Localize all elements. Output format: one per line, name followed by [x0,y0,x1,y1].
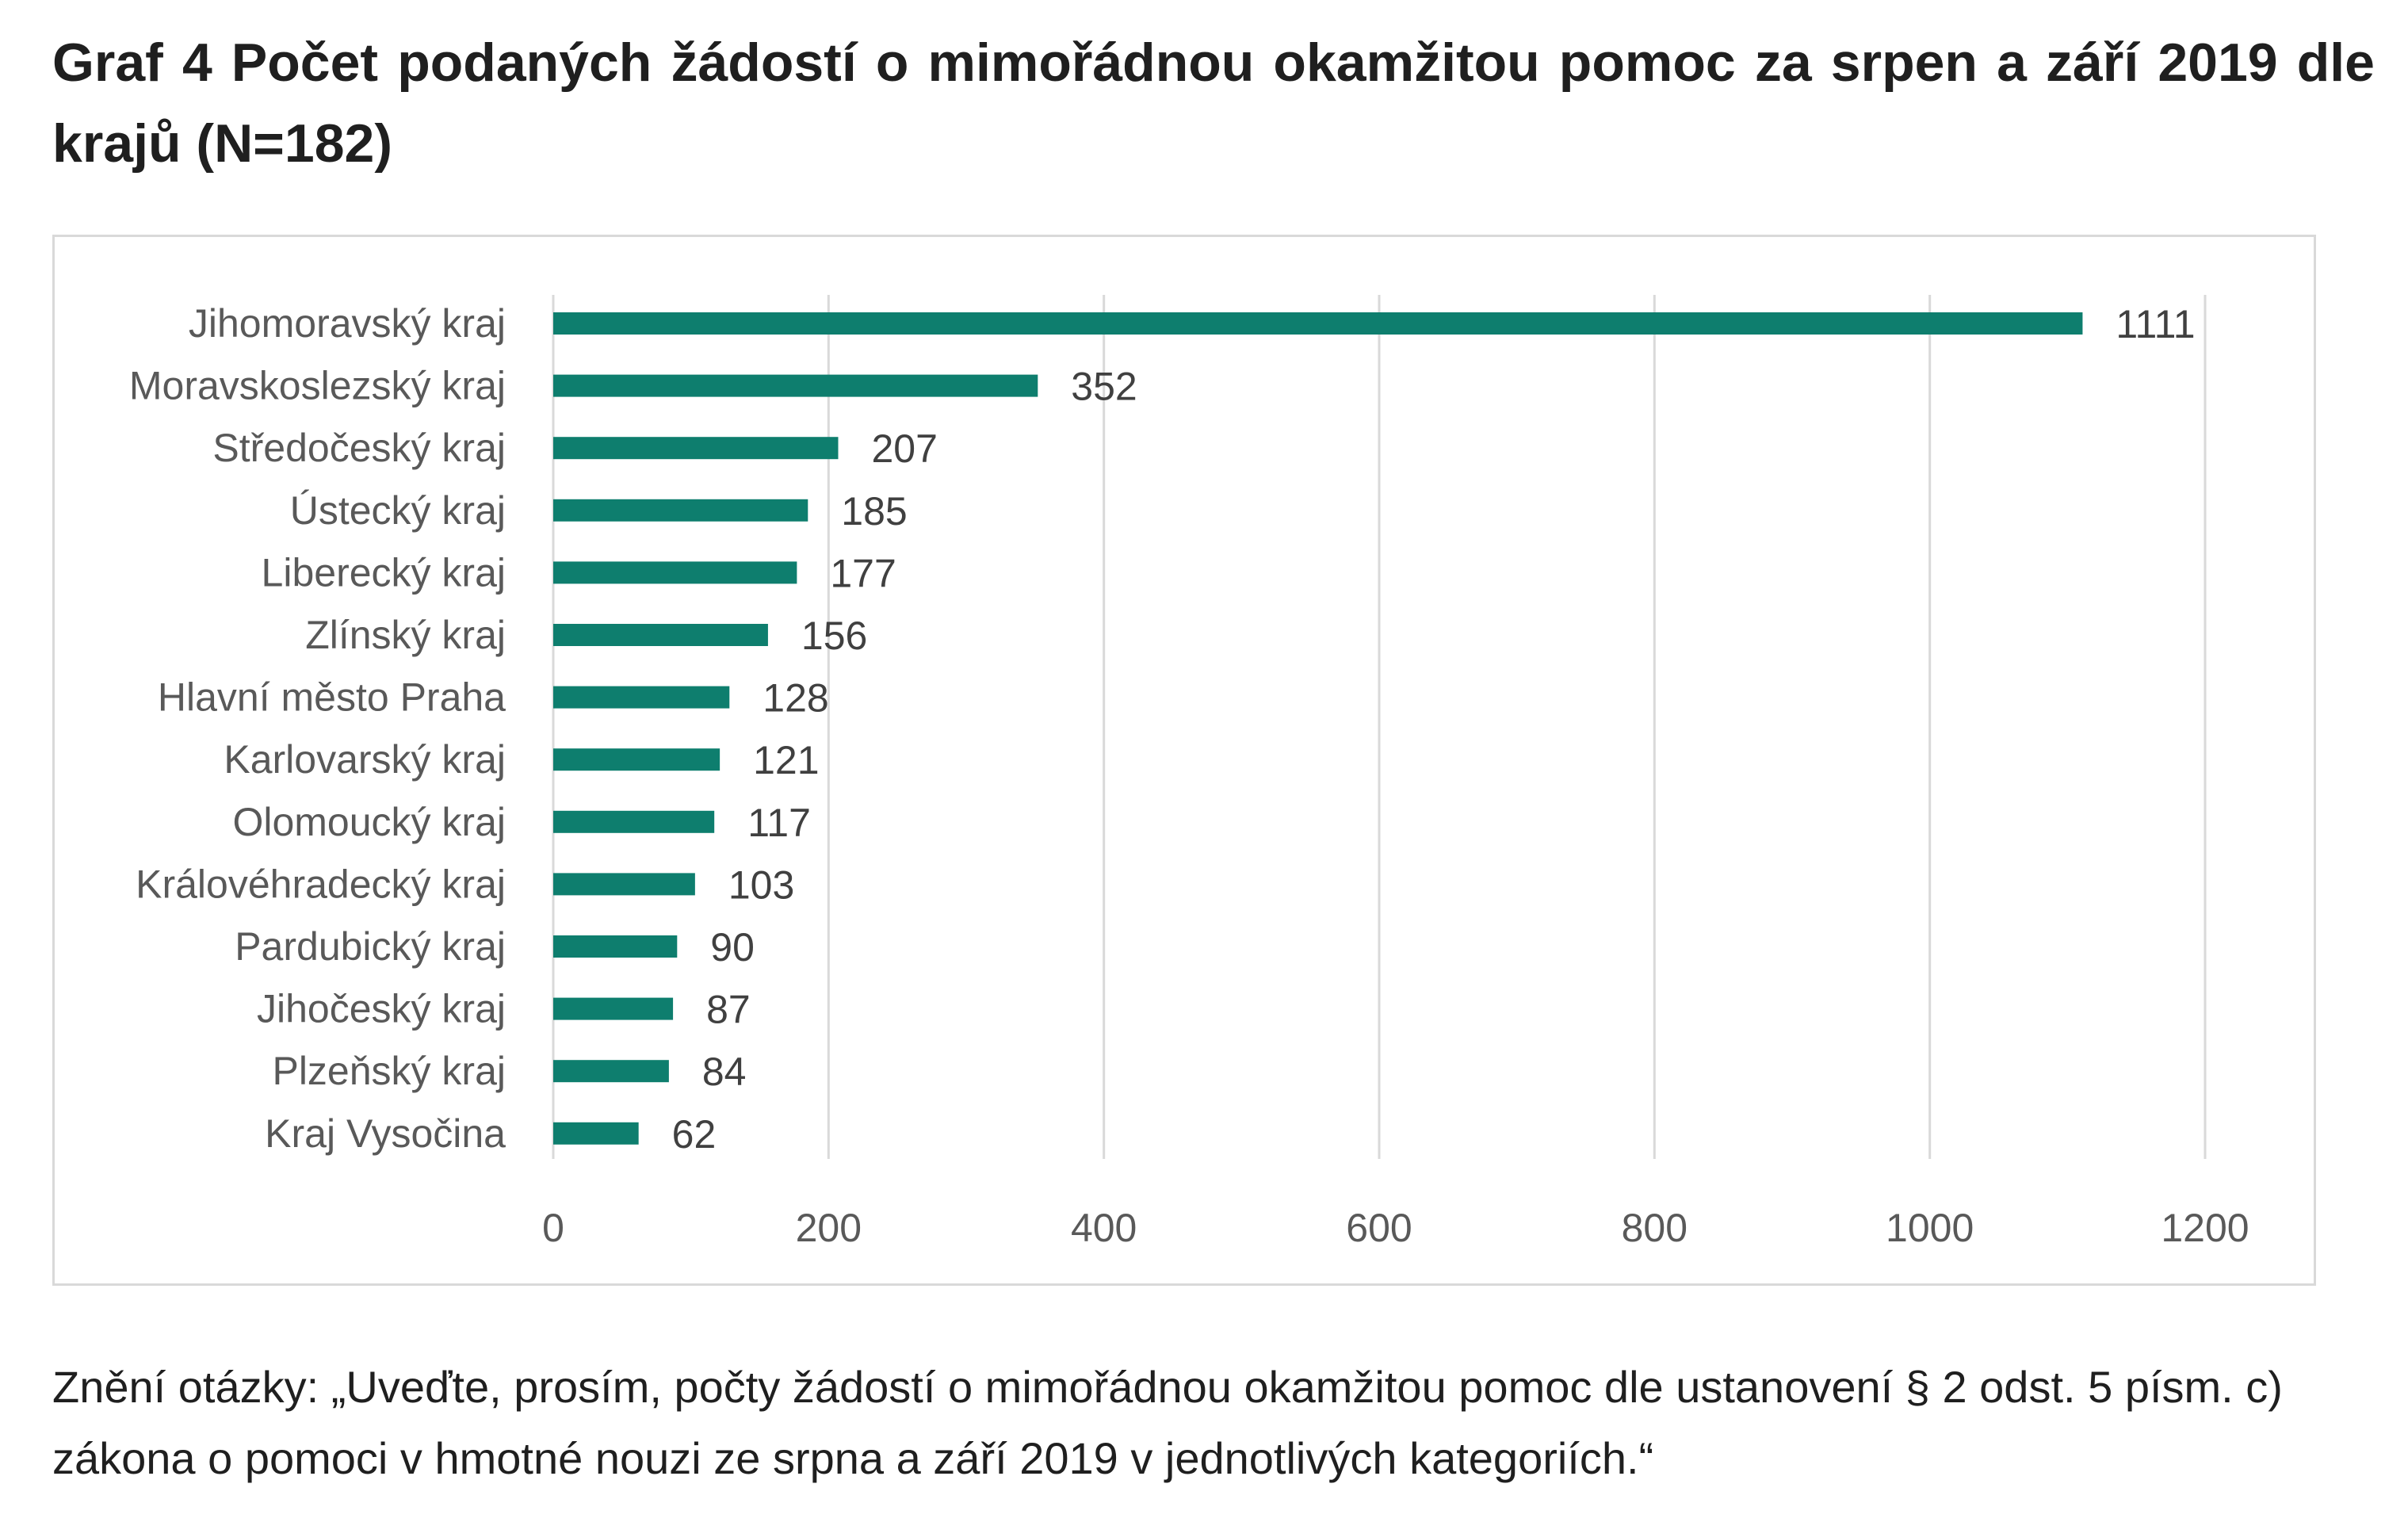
category-label: Hlavní město Praha [158,675,506,720]
data-label: 177 [830,551,896,595]
category-label: Kraj Vysočina [265,1111,506,1156]
x-tick-label: 200 [796,1206,862,1250]
bar [553,997,674,1020]
chart-title: Graf 4 Počet podaných žádostí o mimořádn… [52,33,2375,174]
data-label: 185 [841,489,907,533]
bar [553,312,2083,335]
bar [553,1060,669,1083]
bar [553,748,720,771]
bar [553,686,730,709]
x-tick-label: 400 [1071,1206,1137,1250]
data-label: 103 [728,862,794,907]
category-label: Středočeský kraj [212,426,506,470]
x-tick-label: 0 [542,1206,564,1250]
data-label: 128 [763,676,828,721]
bar [553,935,678,958]
category-label: Plzeňský kraj [272,1049,506,1093]
data-label: 1111 [2116,302,2195,346]
category-label: Ústecký kraj [290,488,506,533]
bar [553,1122,639,1145]
x-tick-label: 1000 [1886,1206,1974,1250]
chart-frame [52,235,2316,1286]
category-label: Královéhradecký kraj [136,862,506,906]
category-label: Jihočeský kraj [257,987,506,1031]
data-label: 84 [702,1050,747,1094]
question-footnote: Znění otázky: „Uveďte, prosím, počty žád… [52,1362,2283,1483]
data-label: 352 [1071,365,1137,409]
data-label: 207 [871,426,937,471]
bar [553,810,715,833]
bar [553,374,1038,397]
bar [553,561,797,584]
category-label: Moravskoslezský kraj [129,364,506,408]
data-label: 62 [672,1112,717,1157]
data-label: 156 [801,614,867,658]
category-label: Liberecký kraj [262,550,506,595]
category-label: Olomoucký kraj [232,800,506,844]
bar [553,437,839,460]
category-label: Karlovarský kraj [224,737,506,782]
data-label: 87 [706,988,751,1032]
bar [553,624,768,646]
x-tick-label: 600 [1346,1206,1412,1250]
category-label: Zlínský kraj [305,613,506,657]
bar [553,873,695,896]
x-tick-label: 1200 [2161,1206,2249,1250]
category-label: Jihomoravský kraj [189,301,506,346]
category-label: Pardubický kraj [235,924,506,969]
data-label: 90 [710,925,755,969]
bar [553,499,808,522]
data-label: 121 [753,738,819,782]
data-label: 117 [747,801,811,845]
x-tick-label: 800 [1622,1206,1688,1250]
